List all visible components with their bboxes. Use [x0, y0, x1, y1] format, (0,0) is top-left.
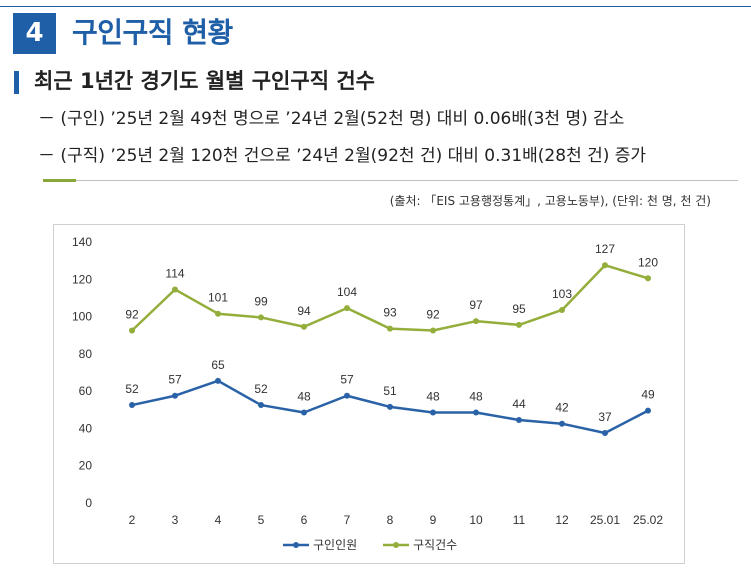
- x-tick-label: 6: [301, 513, 308, 527]
- data-label: 52: [125, 382, 139, 396]
- data-point: [516, 416, 522, 423]
- data-point: [387, 403, 393, 410]
- data-point: [559, 420, 565, 427]
- data-label: 114: [165, 266, 184, 280]
- top-rule: [0, 6, 751, 7]
- data-point: [387, 325, 393, 332]
- data-label: 48: [469, 390, 483, 404]
- x-tick-label: 8: [387, 513, 394, 527]
- data-point: [645, 407, 651, 414]
- subtitle: 최근 1년간 경기도 월별 구인구직 건수: [34, 69, 375, 93]
- data-point: [215, 377, 221, 384]
- bullet-job-offers: － (구인) ’25년 2월 49천 명으로 ’24년 2월(52천 명) 대비…: [38, 109, 625, 129]
- data-point: [473, 409, 479, 416]
- data-point: [258, 314, 264, 321]
- data-label: 57: [168, 373, 182, 387]
- data-point: [129, 327, 135, 334]
- data-label: 92: [426, 307, 440, 321]
- data-label: 99: [254, 294, 268, 308]
- data-point: [258, 402, 264, 409]
- data-label: 48: [426, 390, 440, 404]
- legend-label: 구직건수: [413, 538, 457, 552]
- data-label: 127: [595, 242, 615, 256]
- source-note: (출처: 「EIS 고용행정통계」, 고용노동부), (단위: 천 명, 천 건…: [389, 194, 711, 208]
- data-point: [344, 392, 350, 399]
- x-tick-label: 11: [513, 513, 526, 527]
- x-tick-label: 7: [344, 513, 351, 527]
- y-tick-label: 80: [79, 347, 93, 361]
- data-label: 37: [598, 410, 612, 424]
- data-label: 92: [125, 307, 139, 321]
- data-point: [516, 321, 522, 328]
- data-point: [215, 310, 221, 317]
- divider-accent: [43, 179, 76, 182]
- legend-swatch-marker: [393, 542, 399, 548]
- x-tick-label: 12: [555, 513, 569, 527]
- y-tick-label: 120: [72, 272, 92, 286]
- data-point: [172, 392, 178, 399]
- x-tick-label: 10: [469, 513, 483, 527]
- data-label: 42: [555, 401, 569, 415]
- x-tick-label: 9: [430, 513, 437, 527]
- data-label: 101: [208, 291, 228, 305]
- data-label: 51: [383, 384, 397, 398]
- x-tick-label: 5: [258, 513, 265, 527]
- data-label: 49: [641, 388, 655, 402]
- data-point: [301, 323, 307, 330]
- x-tick-label: 3: [172, 513, 179, 527]
- y-tick-label: 60: [79, 384, 93, 398]
- data-label: 103: [552, 287, 572, 301]
- chart-frame: [53, 224, 685, 564]
- bullet-job-seekers: － (구직) ’25년 2월 120천 건으로 ’24년 2월(92천 건) 대…: [38, 146, 647, 166]
- data-label: 95: [512, 302, 526, 316]
- y-tick-label: 40: [79, 421, 93, 435]
- y-tick-label: 140: [72, 235, 92, 249]
- data-label: 44: [512, 397, 526, 411]
- divider: [43, 180, 738, 181]
- x-tick-label: 2: [129, 513, 136, 527]
- section-title: 구인구직 현황: [72, 16, 233, 49]
- section-number-badge: 4: [13, 13, 56, 54]
- data-point: [559, 306, 565, 313]
- subtitle-marker: [14, 71, 19, 94]
- data-label: 52: [254, 382, 268, 396]
- data-point: [602, 262, 608, 269]
- data-point: [172, 286, 178, 293]
- data-label: 94: [297, 304, 311, 318]
- data-point: [430, 409, 436, 416]
- data-point: [645, 275, 651, 282]
- y-tick-label: 0: [85, 496, 92, 510]
- x-tick-label: 4: [215, 513, 222, 527]
- legend-label: 구인인원: [313, 538, 357, 552]
- data-label: 65: [211, 358, 225, 372]
- data-label: 120: [638, 255, 658, 269]
- data-label: 48: [297, 390, 311, 404]
- y-tick-label: 100: [72, 310, 92, 324]
- data-point: [301, 409, 307, 416]
- legend-swatch-marker: [293, 542, 299, 548]
- x-tick-label: 25.01: [590, 513, 620, 527]
- data-point: [602, 430, 608, 437]
- data-label: 97: [469, 298, 483, 312]
- x-tick-label: 25.02: [633, 513, 663, 527]
- data-point: [430, 327, 436, 334]
- data-label: 57: [340, 373, 354, 387]
- data-label: 104: [337, 285, 357, 299]
- data-point: [129, 402, 135, 409]
- data-point: [344, 305, 350, 312]
- data-label: 93: [383, 306, 397, 320]
- data-point: [473, 318, 479, 325]
- y-tick-label: 20: [79, 459, 93, 473]
